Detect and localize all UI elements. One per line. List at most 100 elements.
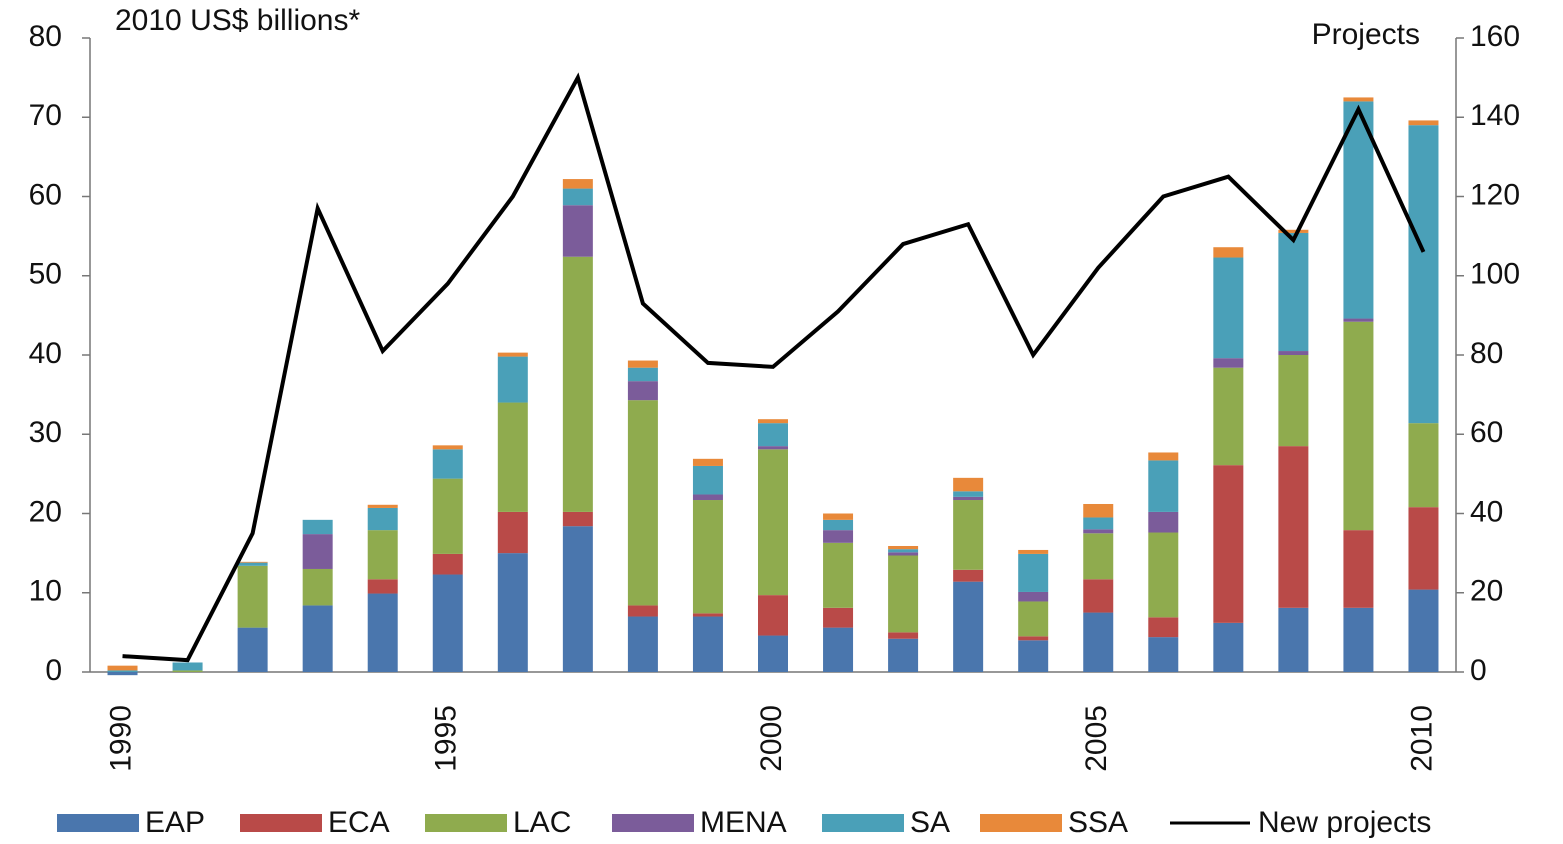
bar-segment xyxy=(237,627,268,672)
bar-segment xyxy=(1083,579,1114,613)
bar-segment xyxy=(888,638,919,672)
bar-segment xyxy=(1083,517,1114,530)
y-tick-label: 10 xyxy=(29,575,62,608)
y-tick-label: 50 xyxy=(29,258,62,291)
legend-label: EAP xyxy=(145,806,205,839)
bar-segment xyxy=(432,478,463,554)
bar-segment xyxy=(432,553,463,575)
y2-tick-label: 0 xyxy=(1470,654,1487,687)
y2-axis-label: Projects xyxy=(1312,18,1420,51)
bar-segment xyxy=(1018,549,1049,554)
bar-segment xyxy=(953,491,984,497)
x-tick-label: 1990 xyxy=(104,705,137,772)
bar-segment xyxy=(1018,591,1049,602)
bar-segment xyxy=(302,534,333,569)
bar-segment xyxy=(823,530,854,543)
bar-segment xyxy=(562,526,593,672)
legend-label: SSA xyxy=(1068,806,1128,839)
bar-segment xyxy=(627,367,658,382)
bar-segment xyxy=(367,504,398,508)
y-tick-label: 30 xyxy=(29,416,62,449)
bar-segment xyxy=(1148,511,1179,533)
bar-segment xyxy=(888,632,919,639)
bar-segment xyxy=(888,549,919,553)
bar-segment xyxy=(1343,607,1374,672)
bar-segment xyxy=(432,445,463,450)
y-tick-label: 60 xyxy=(29,178,62,211)
bar-segment xyxy=(1018,636,1049,641)
bar-segment xyxy=(367,579,398,594)
bar-segment xyxy=(497,511,528,554)
bar-segment xyxy=(237,562,268,566)
bar-segment xyxy=(1148,637,1179,672)
legend-swatch xyxy=(822,814,904,832)
bar-segment xyxy=(302,605,333,672)
bar-segment xyxy=(692,500,723,614)
bar-segment xyxy=(1213,622,1244,672)
bar-segment xyxy=(237,561,268,563)
bar-segment xyxy=(1343,530,1374,608)
bar-segment xyxy=(692,458,723,466)
legend-swatch xyxy=(425,814,507,832)
bar-segment xyxy=(758,449,788,596)
y2-tick-label: 80 xyxy=(1470,337,1503,370)
y2-tick-label: 60 xyxy=(1470,416,1503,449)
bar-segment xyxy=(1213,247,1244,258)
bar-segment xyxy=(1083,503,1114,518)
bar-segment xyxy=(1408,589,1439,672)
y2-tick-label: 140 xyxy=(1470,99,1520,132)
bar-segment xyxy=(1148,532,1179,618)
bar-segment xyxy=(1343,321,1374,531)
bar-segment xyxy=(1083,529,1114,534)
y2-tick-label: 20 xyxy=(1470,575,1503,608)
bar-segment xyxy=(1278,232,1309,352)
bar-segment xyxy=(1148,617,1179,638)
bar-segment xyxy=(1408,423,1439,508)
bar-segment xyxy=(627,605,658,617)
bar-segment xyxy=(823,519,854,531)
bar-segment xyxy=(562,188,593,206)
legend-swatch xyxy=(980,814,1062,832)
bar-segment xyxy=(1343,318,1374,322)
bar-segment xyxy=(888,552,919,556)
bar-segment xyxy=(823,542,854,608)
legend-label: LAC xyxy=(513,806,571,839)
bar-segment xyxy=(627,400,658,606)
bar-segment xyxy=(1213,257,1244,359)
x-tick-label: 2000 xyxy=(755,705,788,772)
bar-segment xyxy=(888,545,919,550)
line xyxy=(122,72,1426,663)
legend-swatch xyxy=(240,814,322,832)
bar-segment xyxy=(172,662,203,671)
bar-segment xyxy=(953,569,984,582)
bar-segment xyxy=(1408,507,1439,590)
bar-segment xyxy=(627,616,658,672)
bar-segment xyxy=(497,356,528,403)
bar-segment xyxy=(1148,460,1179,512)
bar-segment xyxy=(1213,358,1244,368)
y2-tick-label: 40 xyxy=(1470,495,1503,528)
bar-segment xyxy=(692,465,723,495)
legend-label: SA xyxy=(910,806,950,839)
y-axis-label: 2010 US$ billions* xyxy=(115,4,360,37)
bar-segment xyxy=(302,568,333,606)
bar-segment xyxy=(1083,612,1114,672)
bar-segment xyxy=(692,494,723,501)
bar-segment xyxy=(367,507,398,531)
bar-segment xyxy=(823,513,854,520)
y-tick-label: 70 xyxy=(29,99,62,132)
bar-segment xyxy=(823,627,854,672)
bar-segment xyxy=(562,205,593,257)
bar-segment xyxy=(888,555,919,633)
bar-segment xyxy=(1018,640,1049,672)
bar-segment xyxy=(497,402,528,512)
bar-segment xyxy=(758,595,788,636)
bar-segment xyxy=(1213,465,1244,623)
bar-segment xyxy=(1213,367,1244,466)
bar-segment xyxy=(1018,553,1049,592)
bar-segment xyxy=(432,574,463,672)
bar-segment xyxy=(497,553,528,672)
y-tick-label: 80 xyxy=(29,20,62,53)
y2-tick-label: 120 xyxy=(1470,178,1520,211)
bar-segment xyxy=(1278,355,1309,447)
